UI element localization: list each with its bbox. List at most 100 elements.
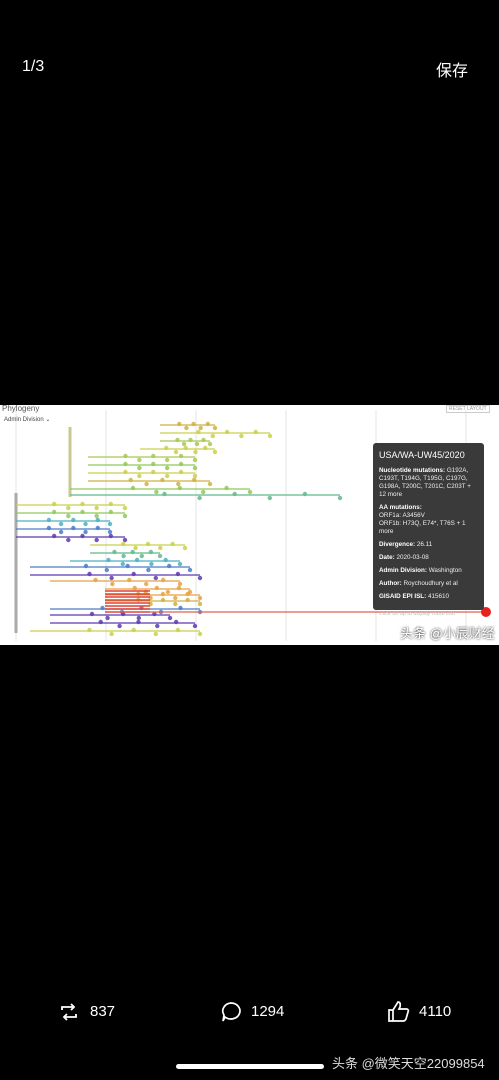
- tip: [197, 575, 203, 581]
- date: Date: 2020-03-08: [379, 554, 478, 562]
- save-button[interactable]: 保存: [436, 63, 469, 80]
- tip: [151, 453, 156, 459]
- tip: [160, 477, 165, 483]
- tip: [302, 491, 308, 497]
- tip: [197, 601, 203, 607]
- reset-button[interactable]: RESET LAYOUT: [446, 405, 490, 413]
- tip: [197, 631, 203, 637]
- panel-title: Phylogeny: [2, 405, 40, 413]
- author: Author: Roychoudhury et al: [379, 580, 478, 588]
- tip: [151, 469, 156, 475]
- label: AA mutations:: [379, 504, 422, 511]
- home-indicator: [176, 1064, 324, 1069]
- tip: [123, 469, 128, 475]
- tip: [131, 571, 136, 577]
- tip: [66, 513, 71, 519]
- tip: [108, 509, 114, 515]
- tip: [192, 623, 198, 629]
- tip: [108, 533, 114, 539]
- tip: [170, 541, 175, 547]
- tip: [167, 563, 172, 569]
- tip: [104, 567, 110, 573]
- divergence: Divergence: 26.11: [379, 541, 478, 549]
- hint: Click on tip to display more info: [379, 611, 456, 617]
- tip: [207, 481, 213, 487]
- tip: [148, 549, 154, 555]
- tip: [165, 589, 171, 595]
- tip: [196, 429, 201, 435]
- tip: [94, 505, 99, 511]
- value: G192A, C193T, T194G, T195G, C197G, G198A…: [379, 467, 471, 498]
- tip: [134, 557, 140, 563]
- tip: [127, 577, 132, 583]
- tip: [185, 597, 190, 603]
- footer-watermark: 头条 @微笑天空22099854: [332, 1056, 485, 1071]
- tip: [133, 545, 138, 551]
- tip: [164, 445, 169, 451]
- tip: [173, 449, 179, 455]
- tip: [136, 615, 141, 621]
- comment-icon[interactable]: [220, 1001, 242, 1023]
- tip: [163, 557, 168, 563]
- tip: [106, 557, 111, 563]
- tip: [193, 449, 198, 455]
- tip: [130, 549, 135, 555]
- tip: [158, 545, 163, 551]
- label: Divergence:: [379, 541, 416, 548]
- tip: [109, 575, 114, 581]
- tip: [89, 611, 95, 617]
- tip: [121, 541, 126, 547]
- tip: [182, 545, 188, 551]
- tip: [205, 421, 211, 427]
- tip: [177, 581, 183, 587]
- selected-tip: [480, 607, 491, 617]
- comment-count: 1294: [251, 1003, 285, 1020]
- tip: [137, 473, 142, 479]
- tip: [144, 481, 149, 487]
- tip: [108, 501, 114, 507]
- tip: [201, 437, 206, 443]
- tip: [152, 611, 157, 617]
- tip: [191, 477, 197, 483]
- tip: [95, 525, 100, 531]
- tip: [93, 577, 98, 583]
- color-by[interactable]: Admin Division ⌄: [4, 417, 51, 423]
- tip: [128, 477, 133, 483]
- tip: [80, 501, 85, 507]
- tip: [58, 521, 64, 527]
- aa-mutations: AA mutations: ORF1a: A3456V ORF1b: H73Q, E…: [379, 504, 478, 536]
- tip: [160, 577, 166, 583]
- tip: [51, 501, 57, 507]
- like-icon[interactable]: [387, 1000, 411, 1022]
- label: Author:: [379, 580, 402, 587]
- tip: [94, 537, 99, 543]
- tip: [58, 529, 64, 535]
- tip: [149, 561, 154, 567]
- tip: [224, 429, 230, 435]
- tip: [173, 601, 178, 607]
- label: Nucleotide mutations:: [379, 467, 446, 474]
- watermark: 头条 @小辰财经: [400, 626, 495, 641]
- tip: [177, 421, 182, 427]
- tip: [98, 619, 103, 625]
- tip: [83, 521, 88, 527]
- tip: [178, 605, 183, 611]
- tip: [175, 437, 180, 443]
- tip: [175, 627, 181, 633]
- tip: [122, 505, 128, 511]
- tip: [105, 615, 110, 621]
- tip: [239, 433, 244, 439]
- tip: [120, 561, 126, 567]
- tip: [71, 517, 76, 523]
- tip: [112, 549, 117, 555]
- tip: [197, 595, 203, 601]
- tip: [173, 595, 178, 601]
- tip: [121, 553, 126, 559]
- tip: [185, 591, 190, 597]
- tip: [160, 597, 166, 603]
- tip: [153, 575, 158, 581]
- repost-icon[interactable]: [58, 1002, 80, 1022]
- tip: [66, 537, 71, 543]
- tip: [144, 581, 149, 587]
